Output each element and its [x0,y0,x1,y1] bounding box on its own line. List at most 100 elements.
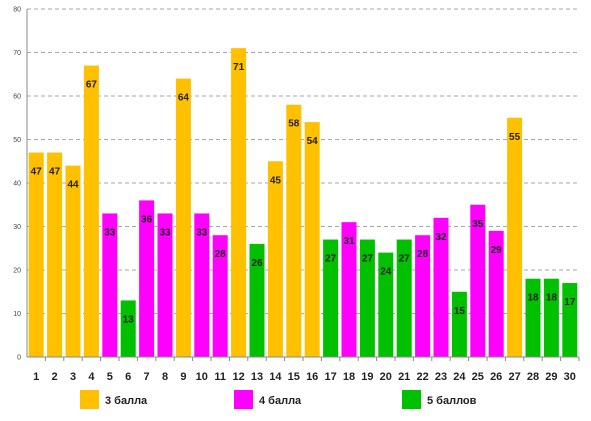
x-tick-label: 19 [361,371,373,383]
data-label: 33 [196,227,208,238]
data-label: 58 [288,119,300,130]
bar [28,152,44,357]
legend-label: 4 балла [259,395,302,407]
legend-swatch [234,390,253,409]
bar [562,283,578,357]
bar [415,235,431,357]
data-label: 27 [399,254,411,265]
x-tick-label: 1 [33,371,39,383]
y-tick-label: 50 [13,137,21,144]
data-label: 27 [362,254,374,265]
data-label: 71 [233,62,245,73]
bar [175,78,191,357]
x-tick-label: 29 [545,371,557,383]
y-tick-label: 70 [13,50,21,57]
data-label: 24 [380,267,392,278]
data-label: 45 [270,175,282,186]
data-label: 36 [141,214,153,225]
bar [83,65,99,358]
y-tick-label: 20 [13,268,21,275]
bar [120,300,136,357]
data-label: 44 [67,180,79,191]
x-tick-label: 28 [527,371,539,383]
x-tick-label: 16 [306,371,318,383]
data-label: 54 [307,136,319,147]
bar [65,165,81,357]
data-label: 31 [343,236,355,247]
x-tick-label: 9 [180,371,186,383]
bar [378,252,394,357]
legend-item: 3 балла [80,390,148,409]
x-tick-label: 27 [508,371,520,383]
x-tick-label: 20 [380,371,392,383]
data-label: 35 [472,219,484,230]
data-label: 18 [527,293,539,304]
bar [323,239,339,357]
y-tick-label: 60 [13,94,21,101]
data-label: 29 [491,245,503,256]
bar [341,222,357,357]
y-tick-label: 30 [13,224,21,231]
data-label: 28 [417,249,429,260]
x-tick-label: 2 [52,371,58,383]
data-label: 17 [564,297,576,308]
bar [47,152,63,357]
bar [286,104,302,357]
data-label: 64 [178,93,190,104]
x-tick-label: 15 [288,371,300,383]
x-tick-label: 30 [564,371,576,383]
data-label: 26 [251,258,263,269]
data-label: 33 [104,227,116,238]
y-tick-label: 80 [13,7,21,14]
data-label: 27 [325,254,337,265]
legend-label: 3 балла [105,395,148,407]
data-label: 15 [454,306,466,317]
x-tick-label: 11 [214,371,226,383]
x-tick-label: 25 [472,371,484,383]
x-tick-label: 18 [343,371,355,383]
bar [507,117,523,357]
bar [102,213,118,357]
x-tick-label: 14 [269,371,282,383]
x-axis: 1 2 3 4 5 6 7 8 9 10 11 12 13 14 15 16 17 18 19 20 21 22 23 24 2… [27,356,580,383]
x-tick-label: 24 [453,371,466,383]
x-tick-label: 4 [88,371,95,383]
bar [267,161,283,357]
bar [212,235,228,357]
bar [470,204,486,357]
bar [525,278,541,357]
bar [543,278,559,357]
data-label: 47 [31,167,43,178]
legend-label: 5 баллов [427,395,477,407]
bars [28,48,578,358]
y-tick-label: 40 [13,181,21,188]
bar [451,291,467,357]
y-axis: 0 10 20 30 40 50 60 70 80 [13,7,28,362]
bar [359,239,375,357]
bar [396,239,412,357]
bar [304,122,320,357]
x-tick-label: 6 [125,371,131,383]
bar [231,48,247,358]
data-label: 33 [159,227,171,238]
y-tick-label: 0 [17,355,21,362]
bar [488,230,504,357]
x-tick-label: 5 [107,371,113,383]
x-tick-label: 13 [251,371,263,383]
bar [139,200,155,357]
x-tick-label: 21 [398,371,410,383]
data-labels: 47 47 44 67 33 13 36 33 64 33 28 71 26 45 58 54 27 31 27 24… [31,62,576,325]
x-tick-label: 7 [144,371,150,383]
legend: 3 балла 4 балла 5 баллов [80,390,477,409]
x-tick-label: 12 [232,371,244,383]
bar [249,243,265,357]
bar [157,213,173,357]
x-tick-label: 17 [324,371,336,383]
data-label: 67 [86,80,98,91]
x-tick-label: 26 [490,371,502,383]
bar [194,213,210,357]
data-label: 28 [215,249,227,260]
x-tick-label: 23 [435,371,447,383]
x-tick-label: 22 [416,371,428,383]
